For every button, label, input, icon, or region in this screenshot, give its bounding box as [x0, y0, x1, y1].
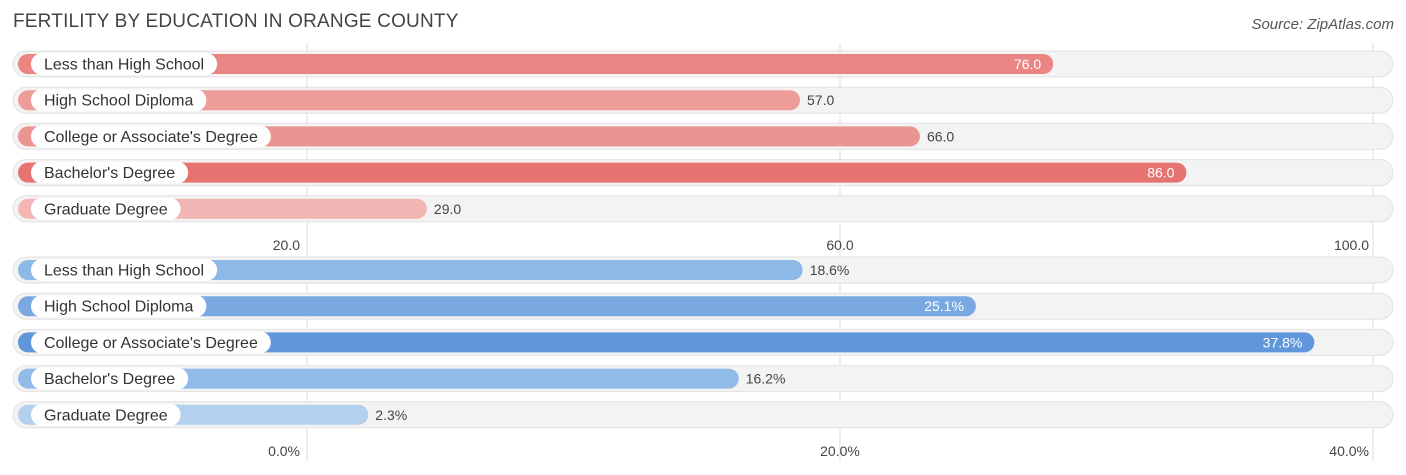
- tick-label: 60.0: [826, 237, 853, 253]
- tick-label: 0.0%: [268, 443, 300, 459]
- source-credit: Source: ZipAtlas.com: [1251, 16, 1394, 33]
- tick-label: 20.0%: [820, 443, 860, 459]
- value-label: 18.6%: [810, 262, 850, 278]
- bar: [18, 368, 739, 389]
- value-label: 2.3%: [375, 407, 407, 423]
- category-label-pill: [31, 53, 218, 75]
- panel-fertility: Less than High School 76.0 High School Dip…: [12, 43, 1394, 256]
- category-label: College or Associate's Degree: [44, 335, 258, 352]
- bar: [18, 90, 801, 111]
- panel-percent: Less than High School 18.6% High School Di…: [12, 249, 1394, 462]
- value-label: 25.1%: [924, 298, 964, 314]
- value-label: 76.0: [1014, 56, 1041, 72]
- category-label-pill: [31, 197, 181, 220]
- bar: [18, 162, 1187, 183]
- category-label: Graduate Degree: [44, 407, 168, 424]
- category-label: Bachelor's Degree: [44, 371, 175, 388]
- bar: [18, 332, 1315, 353]
- category-label-pill: [31, 89, 207, 112]
- chart-title: FERTILITY BY EDUCATION IN ORANGE COUNTY: [13, 11, 459, 32]
- category-label: High School Diploma: [44, 299, 194, 316]
- category-label-pill: [31, 403, 181, 426]
- bar: [18, 296, 976, 317]
- value-label: 37.8%: [1263, 334, 1303, 350]
- value-label: 57.0: [807, 92, 834, 108]
- category-label-pill: [31, 125, 271, 148]
- category-label: Less than High School: [44, 263, 204, 280]
- value-label: 86.0: [1147, 165, 1174, 181]
- category-label-pill: [31, 161, 189, 184]
- value-label: 16.2%: [746, 371, 786, 387]
- category-label: Less than High School: [44, 57, 204, 74]
- bar: [18, 54, 1054, 74]
- category-label: High School Diploma: [44, 93, 194, 110]
- category-label-pill: [31, 259, 218, 281]
- category-label: College or Associate's Degree: [44, 129, 258, 146]
- category-label-pill: [31, 367, 189, 390]
- tick-label: 100.0: [1334, 237, 1369, 253]
- category-label: Bachelor's Degree: [44, 165, 175, 182]
- tick-label: 20.0: [273, 237, 300, 253]
- value-label: 29.0: [434, 201, 461, 217]
- category-label: Graduate Degree: [44, 201, 168, 218]
- value-label: 66.0: [927, 128, 954, 144]
- tick-label: 40.0%: [1329, 443, 1369, 459]
- category-label-pill: [31, 331, 271, 354]
- category-label-pill: [31, 295, 207, 318]
